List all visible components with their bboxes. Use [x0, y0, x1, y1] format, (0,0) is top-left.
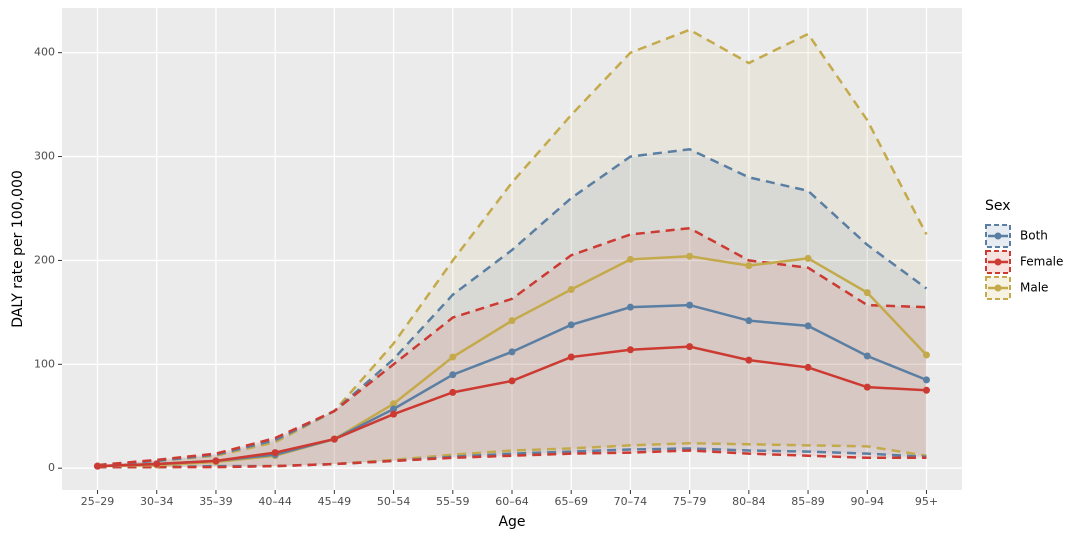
point	[626, 303, 634, 311]
point	[804, 363, 812, 371]
point	[271, 449, 279, 457]
x-tick-label: 80–84	[732, 495, 766, 508]
point	[153, 460, 161, 468]
bound-line	[97, 449, 927, 469]
point	[745, 356, 753, 364]
legend-point	[994, 284, 1002, 292]
x-tick-label: 65–69	[554, 495, 588, 508]
x-axis-title: Age	[498, 514, 525, 530]
point	[626, 346, 634, 354]
x-tick-label: 85–89	[791, 495, 825, 508]
point	[863, 383, 871, 391]
point	[922, 386, 930, 394]
point	[449, 388, 457, 396]
legend-label: Both	[1020, 229, 1048, 243]
point	[567, 286, 575, 294]
point	[508, 348, 516, 356]
point	[390, 400, 398, 408]
point	[94, 462, 102, 470]
y-tick-label: 300	[34, 150, 55, 163]
x-tick-label: 90–94	[851, 495, 885, 508]
x-tick-label: 25–29	[81, 495, 115, 508]
y-tick-label: 400	[34, 46, 55, 59]
point	[686, 301, 694, 309]
point	[686, 343, 694, 351]
x-tick-label: 75–79	[673, 495, 707, 508]
point	[745, 317, 753, 325]
legend-label: Male	[1020, 281, 1048, 295]
point	[863, 352, 871, 360]
point	[449, 353, 457, 361]
y-axis-title: DALY rate per 100,000	[10, 170, 26, 328]
legend-point	[994, 232, 1002, 240]
x-tick-label: 35–39	[199, 495, 233, 508]
x-tick-label: 50–54	[377, 495, 411, 508]
point	[390, 410, 398, 418]
bound-line	[97, 147, 928, 467]
point	[330, 435, 338, 443]
point	[686, 252, 694, 260]
point	[212, 457, 220, 465]
point	[922, 376, 930, 384]
x-tick-label: 70–74	[614, 495, 648, 508]
point	[745, 262, 753, 270]
confidence-band	[97, 149, 927, 468]
legend-title: Sex	[985, 198, 1011, 214]
x-tick-label: 95+	[915, 495, 938, 508]
point	[449, 371, 457, 379]
x-tick-label: 30–34	[140, 495, 174, 508]
point	[804, 254, 812, 262]
bound-line	[97, 226, 927, 467]
point	[508, 317, 516, 325]
legend-point	[994, 258, 1002, 266]
confidence-band	[97, 228, 927, 468]
point	[626, 255, 634, 263]
y-tick-label: 100	[34, 357, 55, 370]
point	[804, 322, 812, 330]
x-tick-label: 55–59	[436, 495, 470, 508]
y-tick-label: 200	[34, 253, 55, 266]
point	[922, 351, 930, 359]
point	[863, 289, 871, 297]
point	[390, 405, 398, 413]
point	[567, 353, 575, 361]
y-tick-label: 0	[48, 461, 55, 474]
x-tick-label: 60–64	[495, 495, 529, 508]
x-tick-label: 40–44	[258, 495, 292, 508]
point	[508, 377, 516, 385]
point	[567, 321, 575, 329]
legend-label: Female	[1020, 255, 1063, 269]
bound-line	[97, 28, 928, 467]
x-tick-label: 45–49	[318, 495, 352, 508]
